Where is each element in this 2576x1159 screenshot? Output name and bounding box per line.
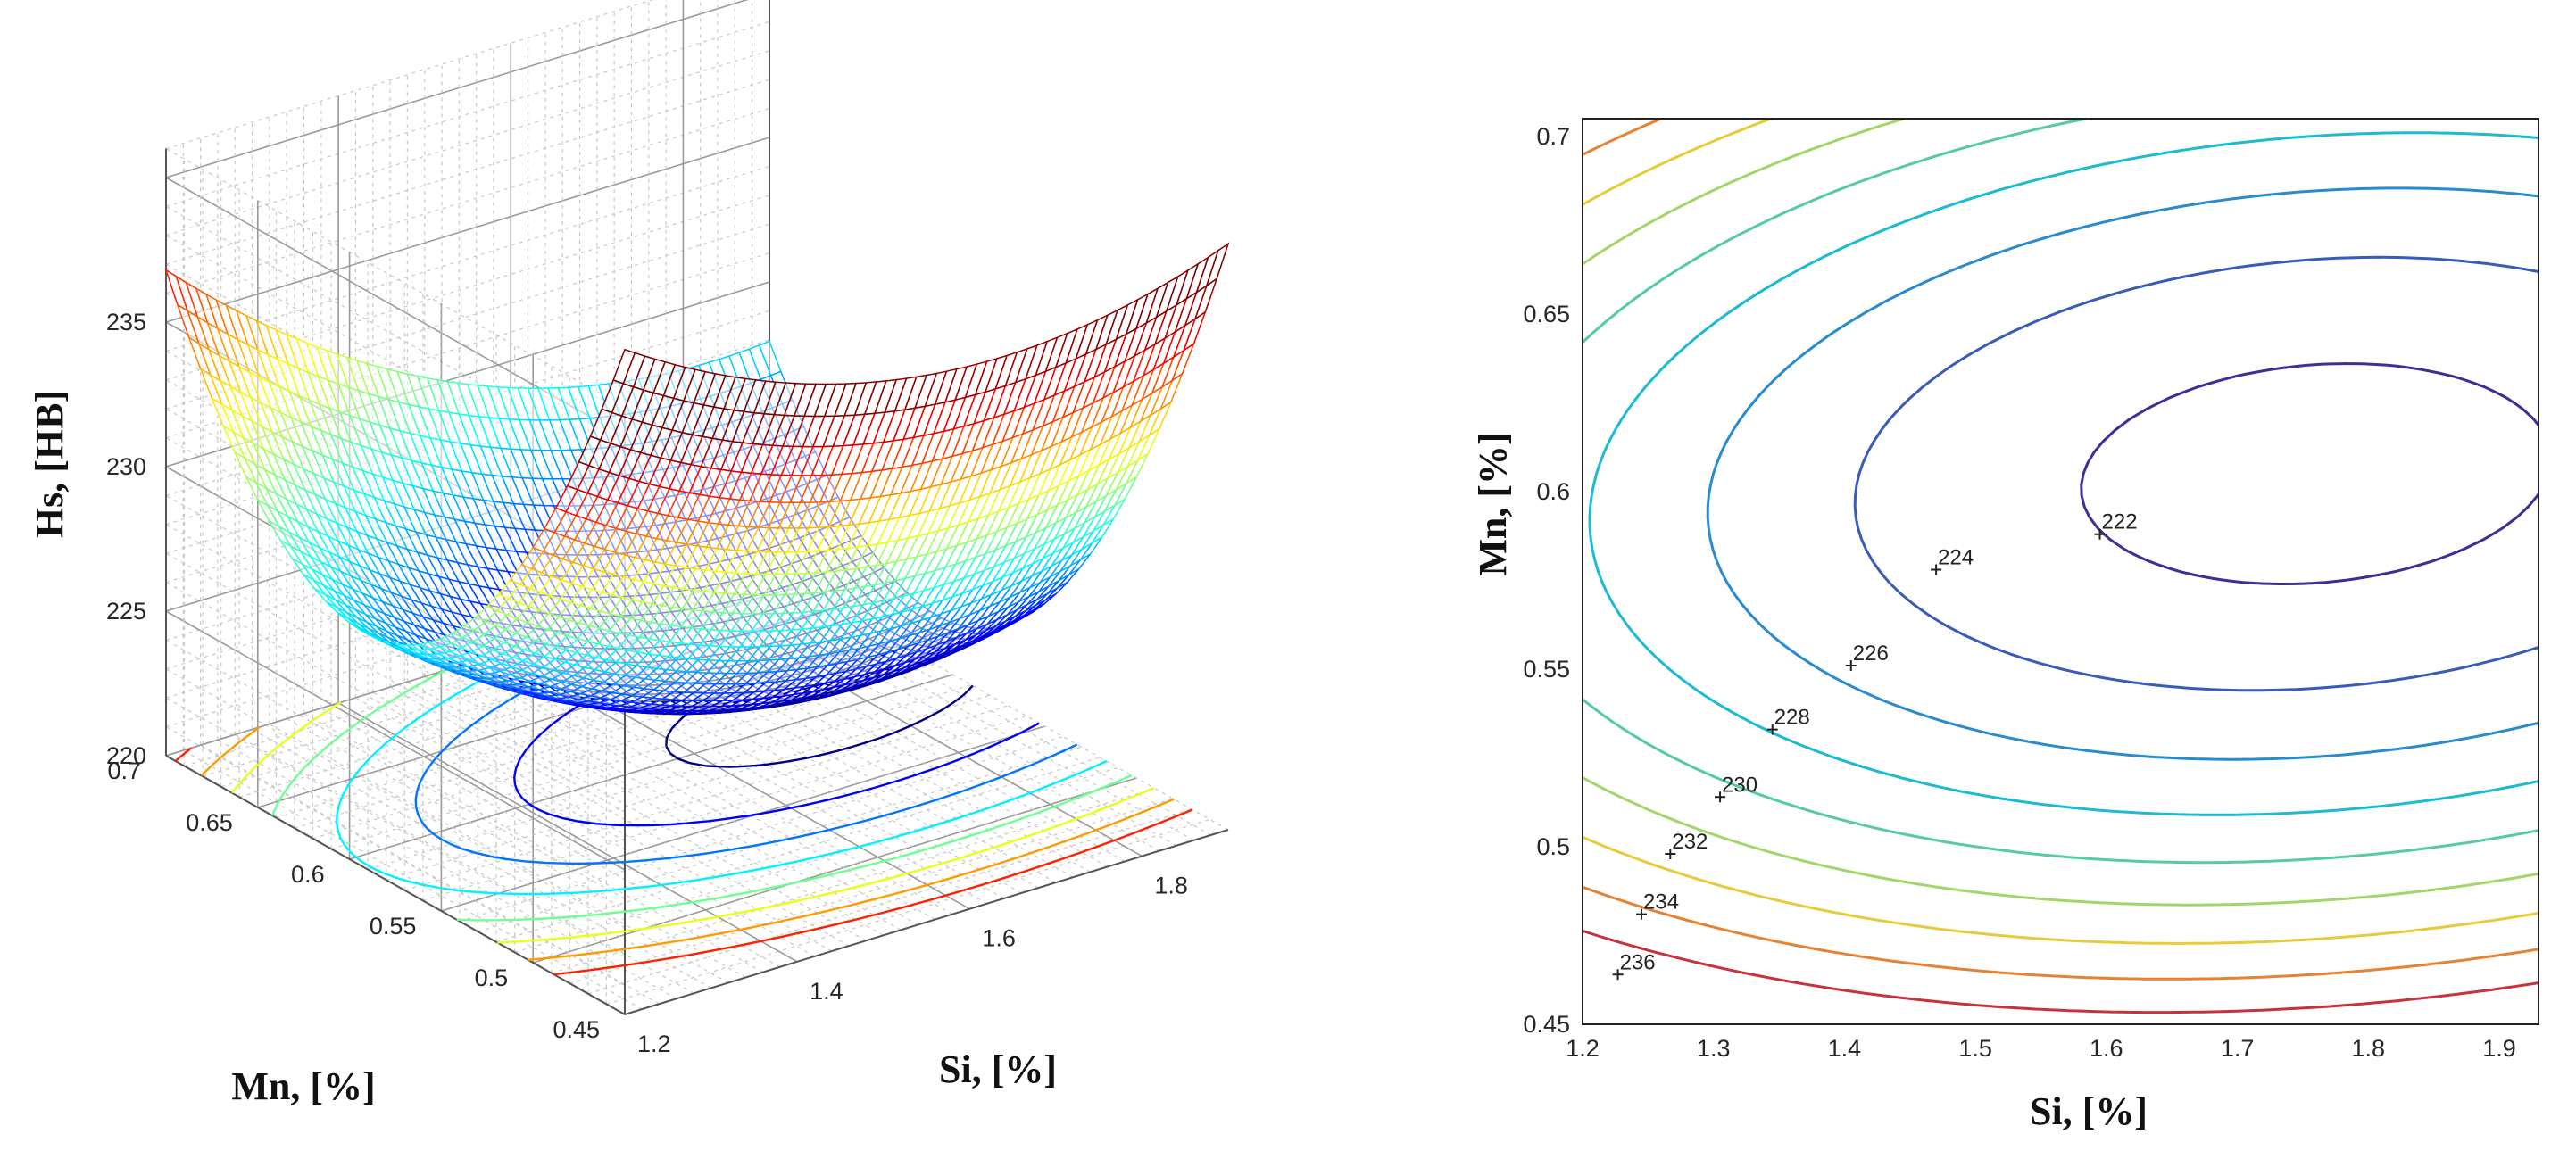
z-axis-label: Hs, [HB] — [28, 390, 71, 538]
x-axis-label: Si, [%] — [2030, 1089, 2148, 1133]
base-contour-232 — [231, 701, 1155, 944]
surface-tick-labels: 220 225 230 235 0.7 0.65 0.6 0.55 0.5 0.45 1.2 1.4 1… — [106, 309, 1188, 1057]
base-contour-234 — [200, 725, 1175, 961]
y-tick-label: 0.65 — [186, 809, 233, 836]
contour-label-marker — [1715, 791, 1726, 803]
surface-mesh — [164, 242, 1230, 716]
contour-236 — [1583, 119, 2539, 981]
x-tick-label: 1.3 — [1697, 1035, 1731, 1062]
contour-label-marker — [1612, 969, 1624, 981]
contour-chart: 1.2 1.3 1.4 1.5 1.6 1.7 1.8 1.9 0.45 0.5 0.55 0.6 0.… — [1471, 118, 2539, 1133]
contour-238 — [1583, 929, 2539, 1014]
z-tick-label: 225 — [106, 598, 146, 625]
contour-level-label: 232 — [1672, 830, 1708, 854]
y-tick-label: 0.65 — [1523, 301, 1570, 327]
y-tick-label: 0.7 — [1536, 123, 1570, 150]
y-tick-label: 0.6 — [291, 861, 325, 888]
y-tick-label: 0.45 — [553, 1016, 600, 1043]
contour-228 — [1588, 131, 2539, 816]
x-tick-label: 1.5 — [1958, 1035, 1992, 1062]
x-tick-label: 1.8 — [2352, 1035, 2386, 1062]
contour-tick-labels: 1.2 1.3 1.4 1.5 1.6 1.7 1.8 1.9 0.45 0.5 0.55 0.6 0.… — [1523, 123, 2515, 1062]
y-axis-label-mn: Mn, [%] — [231, 1064, 375, 1108]
x-tick-label: 1.4 — [1828, 1035, 1862, 1062]
x-tick-label: 1.4 — [810, 978, 843, 1005]
x-tick-label: 1.9 — [2482, 1035, 2516, 1062]
x-tick-label: 1.8 — [1154, 873, 1188, 899]
contour-224 — [1853, 255, 2539, 692]
y-axis-label: Mn, [%] — [1471, 432, 1515, 575]
x-tick-label: 1.2 — [637, 1031, 671, 1057]
contour-222 — [2080, 362, 2539, 585]
contour-label-marker — [2094, 528, 2106, 540]
y-tick-label: 0.55 — [370, 913, 417, 940]
base-contour-230 — [271, 669, 1133, 922]
y-tick-label: 0.7 — [107, 757, 141, 784]
contour-level-label: 236 — [1620, 950, 1656, 974]
contour-level-label: 234 — [1643, 890, 1679, 915]
contour-level-label: 230 — [1722, 773, 1757, 797]
contour-level-labels: 222 224 226 228 230 232 234 236 — [1612, 510, 2138, 981]
contour-label-marker — [1845, 659, 1857, 671]
y-tick-label: 0.5 — [475, 964, 509, 991]
x-tick-label: 1.6 — [982, 925, 1016, 952]
contour-226 — [1706, 186, 2539, 761]
contour-230 — [1583, 119, 2539, 865]
plot-frame — [1582, 118, 2539, 1025]
y-tick-label: 0.55 — [1523, 656, 1570, 683]
z-tick-label: 230 — [106, 453, 146, 480]
contour-label-marker — [1931, 564, 1942, 575]
contour-label-marker — [1636, 908, 1648, 920]
contour-level-label: 226 — [1853, 642, 1889, 666]
contour-label-marker — [1766, 724, 1778, 735]
y-tick-label: 0.5 — [1536, 833, 1570, 860]
contour-level-label: 224 — [1938, 546, 1974, 570]
y-tick-label: 0.6 — [1536, 478, 1570, 505]
contour-level-label: 228 — [1774, 706, 1810, 730]
y-tick-label: 0.45 — [1523, 1011, 1570, 1038]
surface-chart: 220 225 230 235 0.7 0.65 0.6 0.55 0.5 0.45 1.2 1.4 1… — [28, 0, 1230, 1108]
x-axis-label-si: Si, [%] — [939, 1047, 1057, 1091]
x-tick-label: 1.2 — [1566, 1035, 1600, 1062]
contour-label-marker — [1665, 848, 1676, 859]
base-contour-236 — [174, 747, 1193, 976]
contour-lines — [1583, 119, 2539, 1014]
contour-234 — [1583, 119, 2539, 945]
contour-level-label: 222 — [2102, 510, 2138, 534]
contour-232 — [1583, 119, 2539, 907]
x-tick-label: 1.7 — [2221, 1035, 2255, 1062]
surface-cell — [1205, 242, 1230, 287]
z-tick-label: 220 — [106, 742, 146, 769]
x-tick-label: 1.6 — [2090, 1035, 2123, 1062]
z-tick-label: 235 — [106, 309, 146, 335]
